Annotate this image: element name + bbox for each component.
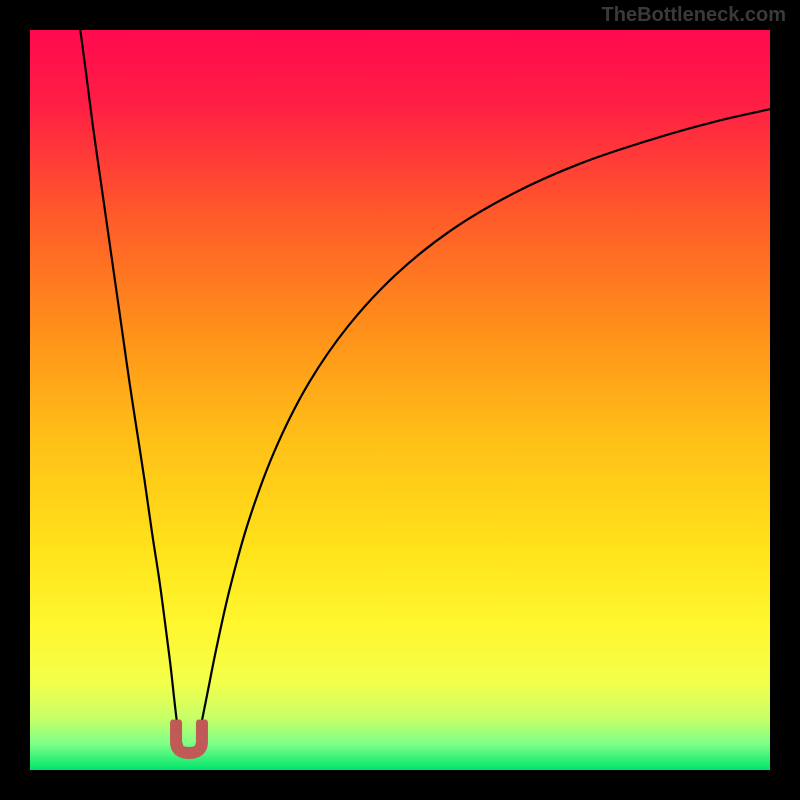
plot-area — [30, 30, 770, 770]
watermark-label: TheBottleneck.com — [602, 4, 786, 27]
curve-right-branch — [198, 109, 770, 739]
optimal-marker — [169, 720, 210, 761]
bottleneck-curve — [30, 30, 770, 770]
curve-left-branch — [80, 30, 180, 739]
bottleneck-chart: { "source_label": "TheBottleneck.com", "… — [0, 0, 800, 800]
